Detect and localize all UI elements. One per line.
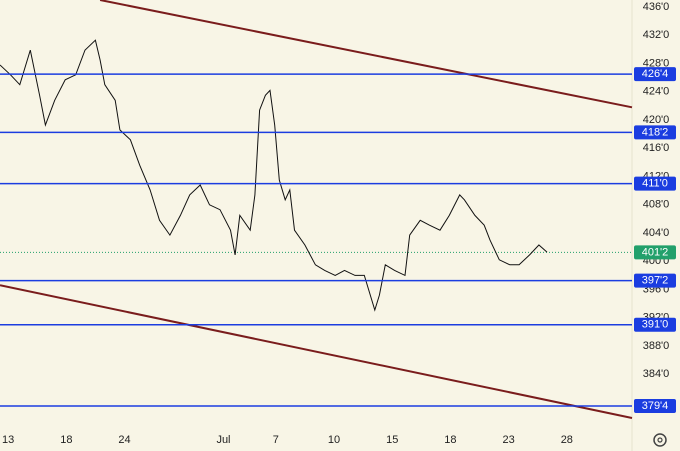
last-price-label: 401'2 bbox=[642, 246, 669, 258]
level-label: 391'0 bbox=[642, 319, 669, 331]
trendline bbox=[0, 284, 633, 419]
x-tick-label: 7 bbox=[273, 434, 279, 446]
level-label: 411'0 bbox=[642, 177, 668, 189]
level-label: 418'2 bbox=[642, 126, 669, 138]
level-badge bbox=[634, 176, 676, 191]
x-tick-label: 23 bbox=[503, 434, 515, 446]
gear[interactable] bbox=[653, 433, 667, 447]
y-tick-label: 424'0 bbox=[643, 86, 670, 98]
last-price-badge bbox=[634, 245, 676, 260]
price-line bbox=[0, 39, 548, 312]
x-tick-label: 28 bbox=[561, 434, 573, 446]
x-tick-label: Jul bbox=[216, 434, 230, 446]
level-label: 426'4 bbox=[642, 68, 669, 80]
level-badge bbox=[634, 125, 676, 140]
x-tick-label: 18 bbox=[60, 434, 72, 446]
level-label: 397'2 bbox=[642, 275, 669, 287]
y-tick-label: 388'0 bbox=[643, 340, 670, 352]
settings-icon[interactable] bbox=[653, 433, 667, 447]
y-tick-label: 428'0 bbox=[643, 57, 670, 69]
y-tick-label: 404'0 bbox=[643, 227, 670, 239]
y-tick-label: 436'0 bbox=[643, 1, 670, 13]
y-tick-label: 416'0 bbox=[643, 142, 670, 154]
level-badge bbox=[634, 398, 676, 413]
x-tick-label: 24 bbox=[118, 434, 130, 446]
level-badge bbox=[634, 273, 676, 288]
gear-hub[interactable] bbox=[657, 437, 663, 443]
y-tick-label: 384'0 bbox=[643, 368, 670, 380]
x-tick-label: 13 bbox=[2, 434, 14, 446]
level-badge bbox=[634, 67, 676, 82]
x-tick-label: 15 bbox=[386, 434, 398, 446]
y-tick-label: 408'0 bbox=[643, 199, 670, 211]
x-tick-label: 10 bbox=[328, 434, 340, 446]
trendline bbox=[99, 0, 633, 109]
y-tick-label: 432'0 bbox=[643, 29, 670, 41]
x-tick-label: 18 bbox=[444, 434, 456, 446]
level-badge bbox=[634, 317, 676, 332]
level-label: 379'4 bbox=[642, 400, 669, 412]
y-tick-label: 420'0 bbox=[643, 114, 670, 126]
